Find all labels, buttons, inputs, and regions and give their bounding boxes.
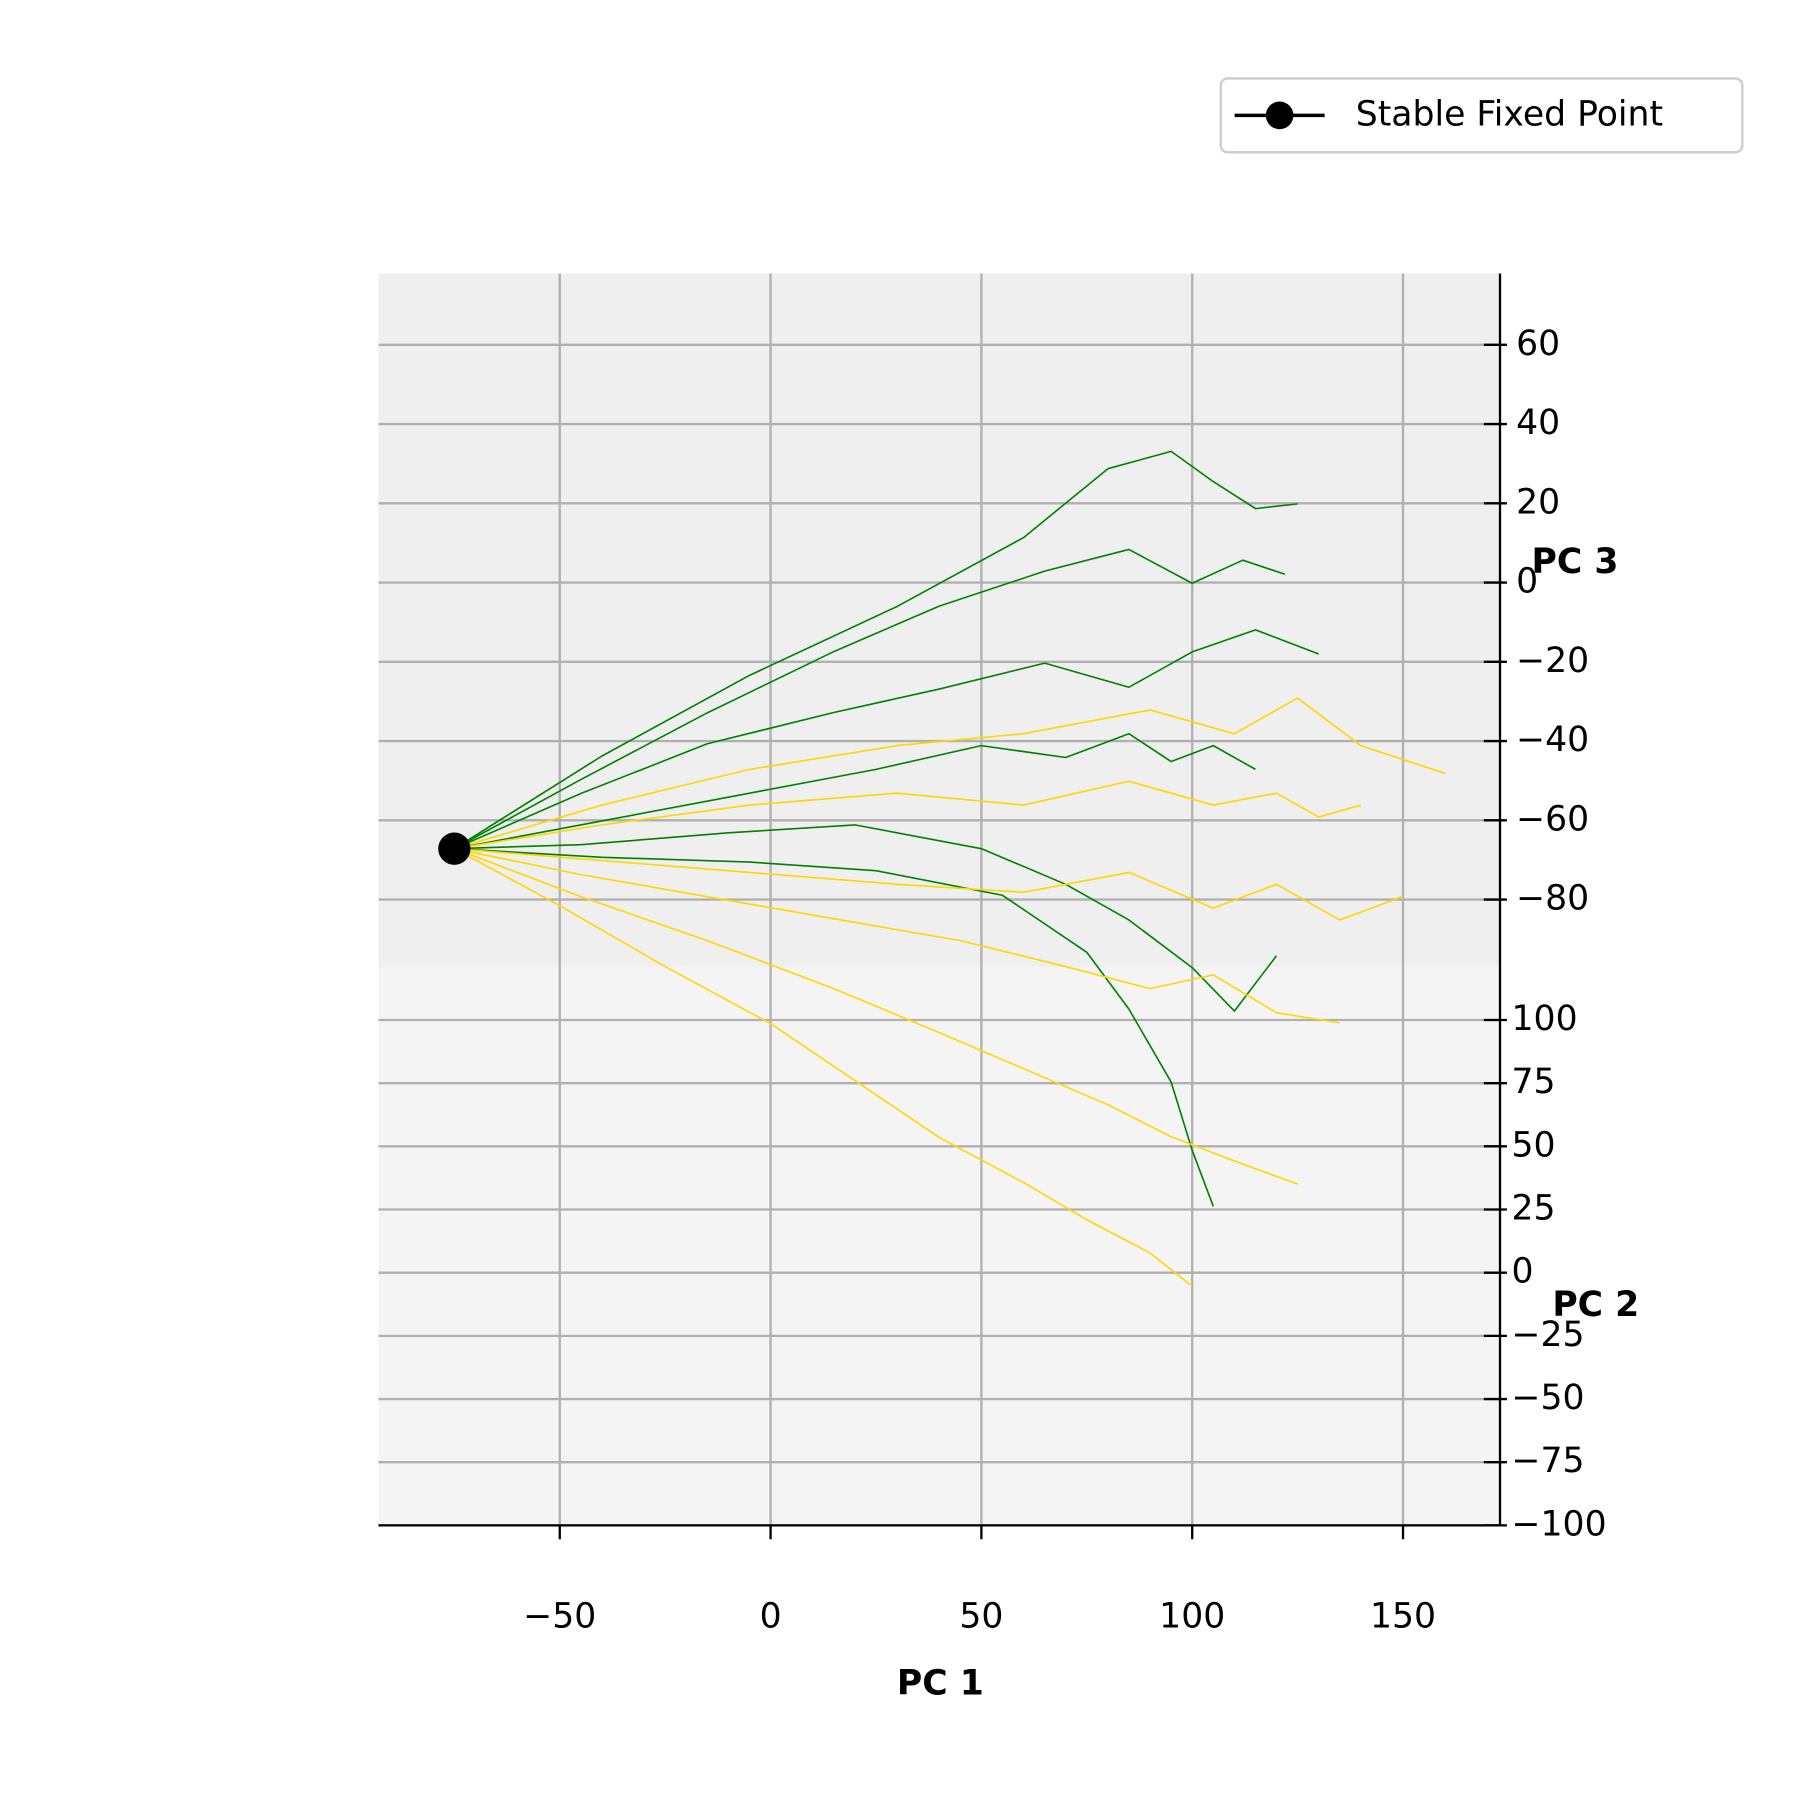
panes <box>378 273 1500 1527</box>
trajectory <box>453 548 1286 850</box>
y-tick-label: 25 <box>1512 1189 1556 1229</box>
y-tick-label: −75 <box>1512 1441 1585 1481</box>
z-tick-label: 20 <box>1516 482 1560 522</box>
trajectory <box>454 847 1340 1024</box>
x-tick-label: 150 <box>1370 1597 1436 1637</box>
legend-label: Stable Fixed Point <box>1356 94 1663 134</box>
y-axis-title: PC 2 <box>1552 1285 1639 1325</box>
legend-marker <box>1265 101 1294 130</box>
trajectory <box>454 824 1278 1012</box>
y-tick-label: 50 <box>1512 1125 1556 1165</box>
trajectory <box>454 847 1215 1207</box>
z-axis-title: PC 3 <box>1532 542 1619 582</box>
floor-pane <box>378 966 1500 1526</box>
trajectory <box>454 732 1256 850</box>
x-tick-label: −50 <box>523 1597 596 1637</box>
z-tick-label: 60 <box>1516 324 1560 364</box>
trajectory <box>454 847 1193 1287</box>
trajectory <box>454 847 1298 1185</box>
y-tick-label: 100 <box>1512 999 1578 1039</box>
y-tick-label: 0 <box>1512 1252 1534 1292</box>
x-axis-title: PC 1 <box>897 1664 984 1704</box>
y-tick-label: −100 <box>1512 1504 1607 1544</box>
trajectory <box>454 697 1446 850</box>
wall-pane <box>378 273 1500 967</box>
legend-box <box>1219 77 1744 154</box>
trajectory <box>453 450 1298 850</box>
trajectory <box>454 629 1320 850</box>
z-tick-label: 40 <box>1516 403 1560 443</box>
z-tick-label: −40 <box>1516 720 1589 760</box>
z-tick-label: −60 <box>1516 799 1589 839</box>
x-tick-label: 0 <box>760 1597 782 1637</box>
legend: Stable Fixed Point <box>1219 77 1744 154</box>
y-tick-label: −25 <box>1512 1315 1585 1355</box>
x-tick-label: 100 <box>1159 1597 1225 1637</box>
x-tick-label: 50 <box>959 1597 1003 1637</box>
z-tick-label: −20 <box>1516 641 1589 681</box>
y-tick-label: 75 <box>1512 1062 1556 1102</box>
z-tick-label: −80 <box>1516 879 1589 919</box>
z-tick-label: 0 <box>1516 562 1538 602</box>
y-tick-label: −50 <box>1512 1378 1585 1418</box>
trajectory <box>454 780 1362 850</box>
fixed-point <box>438 832 471 865</box>
trajectory <box>454 847 1404 921</box>
